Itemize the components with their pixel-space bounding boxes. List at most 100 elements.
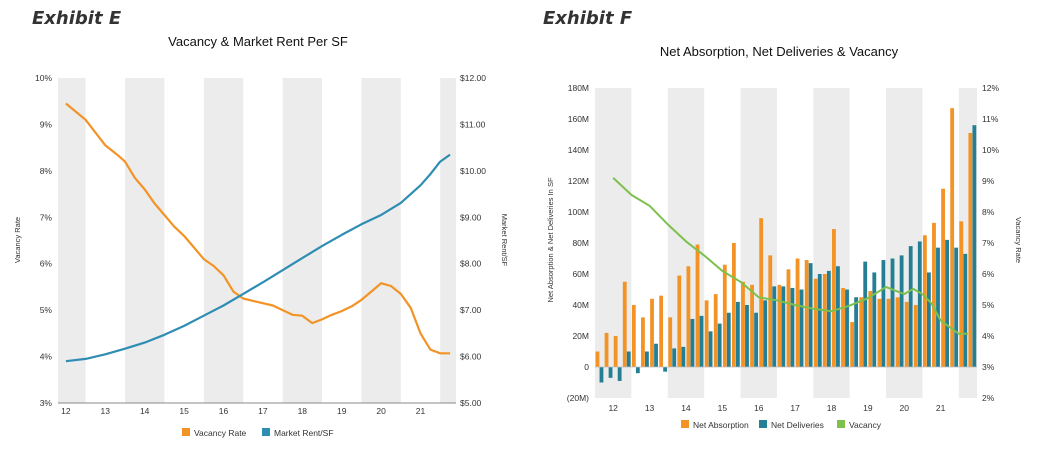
legend-label: Market Rent/SF xyxy=(274,428,334,438)
net-deliveries-bar xyxy=(726,312,731,367)
net-absorption-bar xyxy=(804,260,809,367)
net-absorption-bar xyxy=(813,278,818,367)
x-tick-label: 13 xyxy=(645,403,655,413)
y-right-tick-label: $8.00 xyxy=(460,259,482,269)
y-right-tick-label: $12.00 xyxy=(460,73,486,83)
year-band xyxy=(203,78,244,403)
y-left-tick-label: 160M xyxy=(568,114,589,124)
vacancy-rent-chart: Vacancy & Market Rent Per SF 10% 9% 8% 7% 6%… xyxy=(13,34,509,438)
net-deliveries-bar xyxy=(626,351,631,367)
x-tick-label: 12 xyxy=(61,406,71,416)
net-absorption-bar xyxy=(904,301,909,367)
net-absorption-bar xyxy=(850,322,855,367)
x-tick-label: 18 xyxy=(298,406,308,416)
chart-e-title: Vacancy & Market Rent Per SF xyxy=(168,34,348,49)
legend-swatch xyxy=(262,428,270,436)
chart-e-left-axis-label: Vacancy Rate xyxy=(13,217,22,263)
net-absorption-bar xyxy=(822,274,827,367)
x-tick-label: 17 xyxy=(790,403,800,413)
x-tick-label: 19 xyxy=(863,403,873,413)
net-absorption-bar xyxy=(868,291,873,367)
x-tick-label: 21 xyxy=(936,403,946,413)
y-left-tick-label: 9% xyxy=(40,119,53,129)
net-deliveries-bar xyxy=(890,258,895,367)
net-deliveries-bar xyxy=(699,315,704,367)
net-absorption-bar xyxy=(659,295,664,367)
net-absorption-bar xyxy=(886,298,891,367)
net-absorption-bar xyxy=(695,244,700,367)
legend-label: Net Deliveries xyxy=(771,420,824,430)
net-absorption-bar xyxy=(604,332,609,367)
x-tick-label: 21 xyxy=(416,406,426,416)
year-band xyxy=(361,78,401,403)
y-left-tick-label: (20M) xyxy=(567,393,589,403)
net-deliveries-bar xyxy=(808,263,813,367)
net-deliveries-bar xyxy=(763,300,768,367)
y-right-tick-label: $9.00 xyxy=(460,212,482,222)
net-deliveries-bar xyxy=(599,367,604,383)
net-absorption-bar xyxy=(650,298,654,367)
net-absorption-bar xyxy=(731,243,736,367)
absorption-deliveries-chart: Net Absorption, Net Deliveries & Vacancy… xyxy=(546,44,1023,430)
vacancy-line xyxy=(612,177,968,335)
y-left-tick-label: 180M xyxy=(568,83,589,93)
x-tick-label: 19 xyxy=(337,406,347,416)
net-absorption-bar xyxy=(677,275,682,367)
y-left-tick-label: 10% xyxy=(35,73,52,83)
legend-swatch xyxy=(681,420,689,428)
net-deliveries-bar xyxy=(854,297,859,367)
net-absorption-bar xyxy=(941,188,945,367)
chart-f-left-axis-label: Net Absorption & Net Deliveries In SF xyxy=(546,177,555,302)
net-deliveries-bar xyxy=(617,367,622,381)
legend-swatch xyxy=(759,420,767,428)
y-left-tick-label: 100M xyxy=(568,207,589,217)
y-left-tick-label: 8% xyxy=(40,166,53,176)
x-tick-label: 14 xyxy=(681,403,691,413)
net-deliveries-bar xyxy=(954,247,959,367)
year-band xyxy=(58,78,86,403)
net-deliveries-bar xyxy=(826,270,831,367)
net-absorption-bar xyxy=(704,300,709,367)
y-left-tick-label: 140M xyxy=(568,145,589,155)
x-tick-label: 13 xyxy=(101,406,111,416)
y-right-tick-label: 4% xyxy=(982,331,995,341)
vacancy-rate-line xyxy=(65,102,451,355)
y-right-tick-label: $11.00 xyxy=(460,119,486,129)
net-deliveries-bar xyxy=(863,261,868,367)
net-absorption-bar xyxy=(741,281,745,367)
x-tick-label: 15 xyxy=(179,406,189,416)
net-deliveries-bar xyxy=(717,323,722,367)
net-deliveries-bar xyxy=(672,348,677,367)
chart-f-title: Net Absorption, Net Deliveries & Vacancy xyxy=(660,44,899,59)
net-absorption-bar xyxy=(750,284,754,367)
net-deliveries-bar xyxy=(754,312,758,367)
net-absorption-bar xyxy=(622,281,627,367)
net-absorption-bar xyxy=(686,266,691,367)
net-absorption-bar xyxy=(613,336,618,367)
year-band xyxy=(282,78,323,403)
net-deliveries-bar xyxy=(972,125,977,367)
net-absorption-bar xyxy=(968,132,973,367)
net-deliveries-bar xyxy=(772,286,777,367)
net-absorption-bar xyxy=(913,305,918,367)
net-absorption-bar xyxy=(859,297,864,367)
net-absorption-bar xyxy=(641,317,645,367)
net-deliveries-bar xyxy=(836,266,840,367)
x-tick-label: 14 xyxy=(140,406,150,416)
net-deliveries-bar xyxy=(899,255,904,367)
net-deliveries-bar xyxy=(608,367,613,378)
y-right-tick-label: $6.00 xyxy=(460,352,482,362)
y-right-tick-label: 10% xyxy=(982,145,999,155)
net-deliveries-bar xyxy=(817,274,822,367)
net-absorption-bar xyxy=(595,351,600,367)
chart-f-right-axis-label: Vacancy Rate xyxy=(1014,217,1023,263)
y-right-tick-label: 9% xyxy=(982,176,995,186)
x-tick-label: 20 xyxy=(376,406,386,416)
net-deliveries-bar xyxy=(663,367,668,372)
x-tick-label: 18 xyxy=(827,403,837,413)
net-deliveries-bar xyxy=(745,305,749,367)
legend-label: Vacancy xyxy=(849,420,882,430)
y-left-tick-label: 7% xyxy=(40,212,53,222)
net-absorption-bar xyxy=(777,284,782,367)
y-right-tick-label: 8% xyxy=(982,207,995,217)
